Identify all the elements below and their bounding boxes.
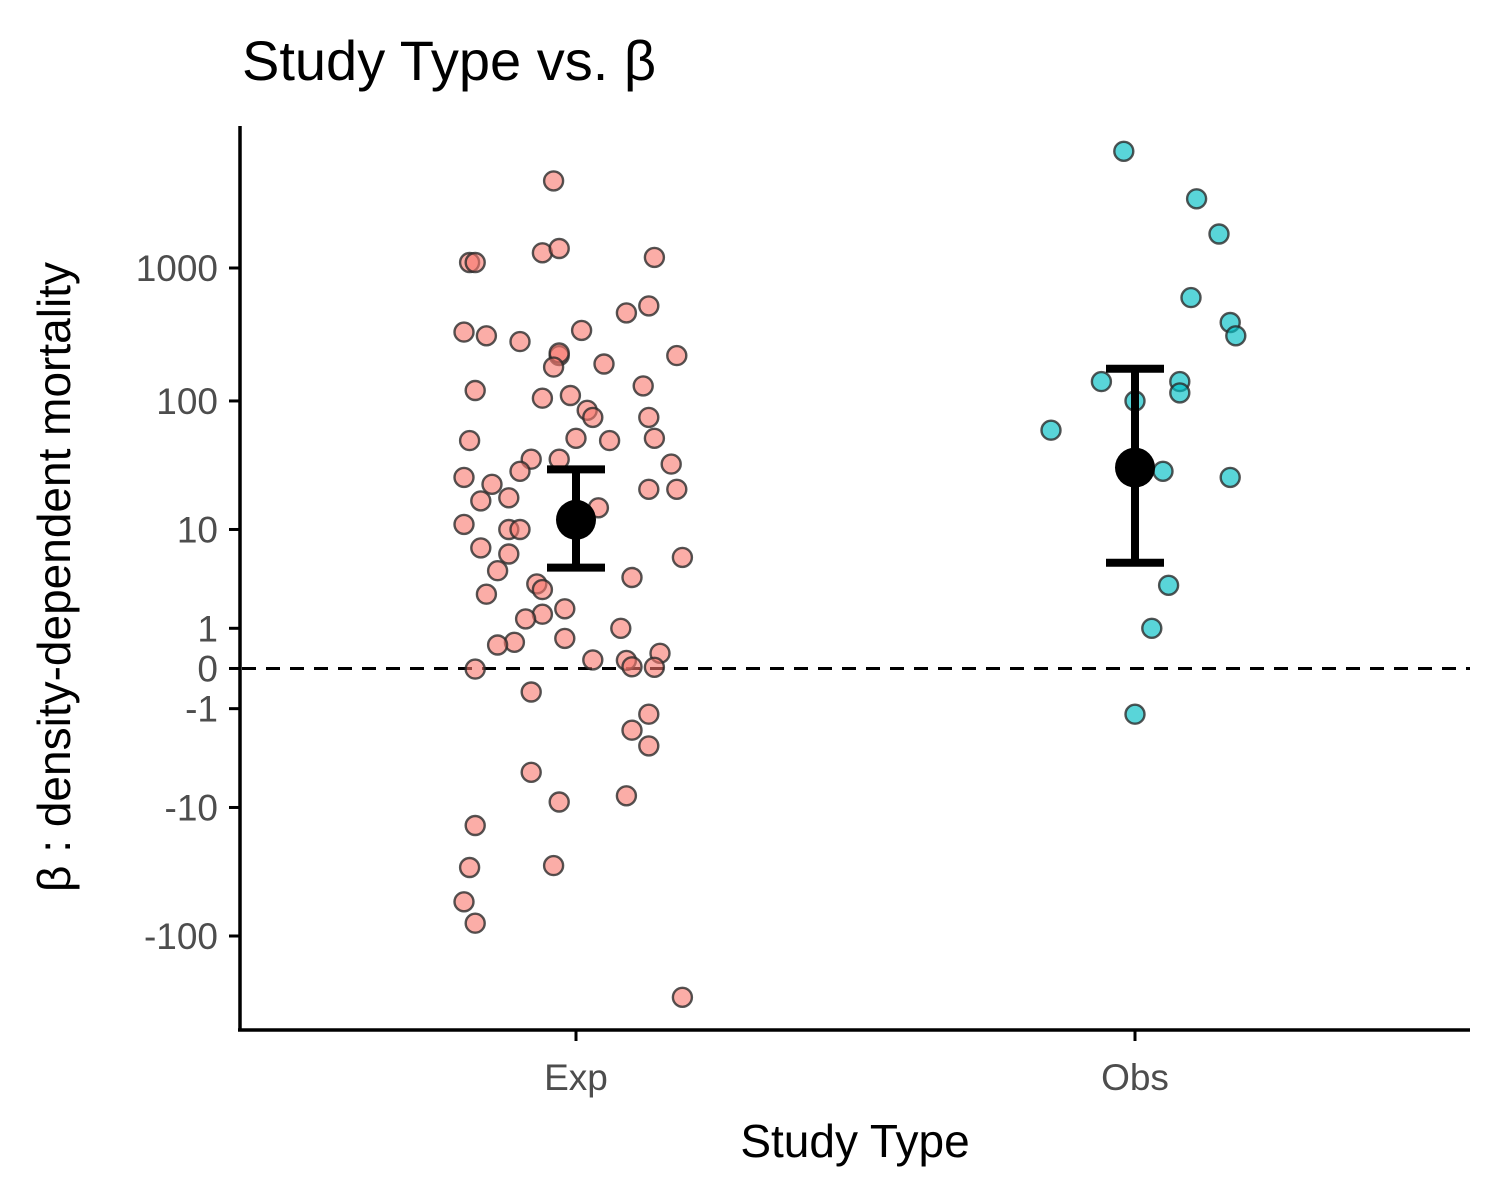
data-point-exp [470, 537, 492, 559]
data-point-exp [559, 384, 582, 407]
data-point-exp [666, 478, 688, 500]
plot-area [242, 140, 1470, 1008]
data-point-obs [1090, 370, 1113, 393]
y-tick-label: 0 [197, 648, 218, 689]
data-point-exp [542, 170, 565, 192]
data-point-exp [582, 649, 604, 671]
data-point-exp [638, 295, 660, 317]
data-point-exp [464, 912, 486, 934]
data-point-exp [621, 719, 643, 741]
data-point-exp [671, 546, 694, 569]
data-point-exp [453, 513, 475, 536]
data-point-exp [632, 375, 654, 397]
data-point-exp [671, 986, 694, 1008]
data-point-exp [582, 406, 604, 429]
data-point-exp [486, 560, 509, 582]
data-point-obs [1185, 188, 1208, 210]
y-tick-label: -10 [165, 787, 218, 828]
data-point-exp [593, 353, 615, 375]
data-point-exp [548, 237, 570, 260]
error-bar-exp [547, 465, 605, 572]
data-point-exp [638, 478, 660, 500]
chart-title: Study Type vs. β [242, 29, 656, 92]
data-point-exp [615, 785, 638, 807]
data-point-exp [509, 518, 531, 541]
data-point-obs [1157, 574, 1180, 596]
data-point-exp [464, 814, 486, 837]
data-point-exp [458, 429, 481, 452]
y-tick-label: 1 [197, 608, 218, 649]
axes [238, 126, 1470, 1032]
data-point-exp [570, 319, 593, 342]
data-point-exp [554, 627, 576, 650]
data-point-exp [542, 356, 565, 378]
data-point-exp [666, 344, 688, 367]
data-point-obs [1152, 460, 1174, 482]
data-point-exp [509, 460, 531, 482]
data-point-exp [464, 379, 486, 402]
data-point-obs [1225, 325, 1247, 347]
data-point-exp [542, 854, 565, 877]
data-point-obs [1124, 703, 1146, 725]
data-point-exp [509, 330, 531, 353]
data-point-obs [1219, 466, 1241, 489]
data-point-obs [1040, 419, 1062, 441]
data-point-exp [621, 566, 643, 589]
y-tick-label: 100 [156, 381, 218, 422]
x-tick-label: Exp [544, 1057, 608, 1098]
data-point-exp [554, 598, 576, 620]
x-tick-label: Obs [1101, 1057, 1169, 1098]
error-bar-obs [1106, 364, 1164, 567]
data-point-exp [458, 856, 481, 879]
data-point-exp [453, 321, 475, 343]
data-point-exp [520, 681, 542, 703]
data-point-exp [498, 487, 520, 509]
data-point-exp [643, 427, 666, 449]
data-point-exp [638, 406, 660, 429]
data-point-exp [638, 735, 660, 757]
y-tick-label: -100 [144, 916, 218, 957]
x-axis-title: Study Type [740, 1115, 969, 1167]
data-point-exp [660, 453, 682, 475]
data-point-exp [643, 246, 666, 269]
data-point-obs [1141, 617, 1163, 639]
data-point-exp [470, 490, 492, 512]
data-point-exp [514, 608, 537, 630]
data-point-exp [615, 302, 638, 324]
data-point-exp [531, 387, 554, 409]
data-point-obs [1208, 223, 1230, 245]
data-point-exp [621, 656, 643, 678]
data-point-exp [464, 251, 486, 274]
data-point-exp [486, 634, 509, 656]
data-point-exp [453, 466, 475, 489]
data-point-exp [565, 427, 587, 449]
mean-point-exp [556, 499, 596, 540]
data-point-exp [548, 791, 570, 813]
y-tick-label: 10 [177, 509, 218, 550]
data-point-obs [1169, 382, 1191, 404]
data-point-exp [598, 429, 621, 452]
data-point-exp [643, 656, 666, 678]
data-point-exp [610, 617, 632, 639]
data-point-obs [1113, 140, 1135, 163]
data-point-exp [638, 703, 660, 725]
data-point-exp [531, 578, 554, 601]
data-point-exp [453, 891, 475, 913]
data-point-exp [498, 543, 520, 565]
mean-point-obs [1115, 447, 1155, 488]
data-point-exp [464, 658, 486, 680]
data-point-exp [481, 473, 503, 495]
y-tick-label: -1 [185, 689, 218, 730]
data-point-obs [1180, 286, 1202, 309]
data-point-exp [520, 761, 542, 783]
data-point-exp [475, 325, 498, 347]
data-point-exp [475, 583, 498, 605]
y-axis-title: β : density-dependent mortality [28, 262, 80, 892]
y-tick-label: 1000 [136, 248, 218, 289]
